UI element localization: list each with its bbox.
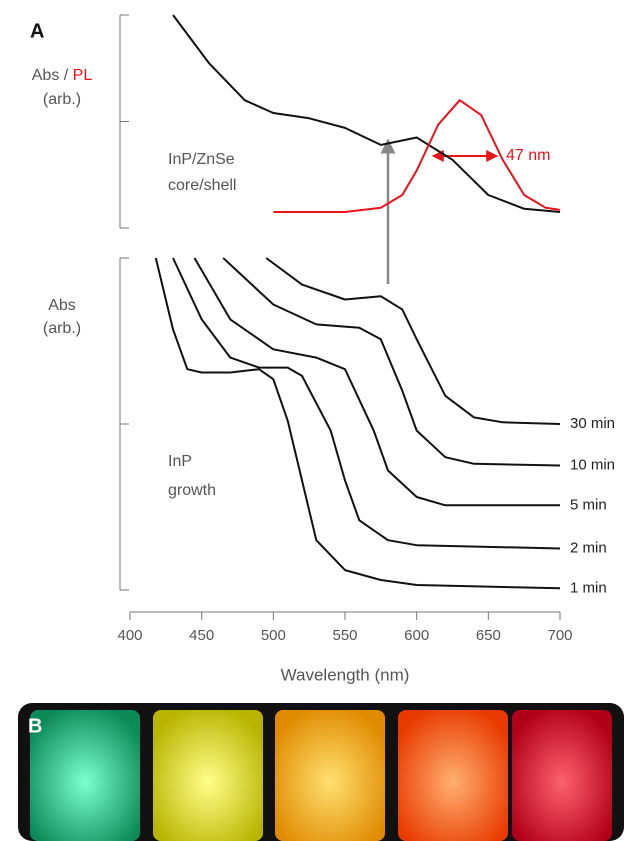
annotation: InP/ZnSe <box>168 151 235 168</box>
panel-label: B <box>28 715 42 737</box>
series-label: 5 min <box>570 496 607 513</box>
series-label: 2 min <box>570 539 607 556</box>
y-label-abs: Abs / <box>32 67 73 84</box>
x-tick-label: 450 <box>189 627 214 644</box>
y-label-pl: PL <box>73 67 93 84</box>
y-axis-unit: (arb.) <box>43 91 81 108</box>
x-tick-label: 400 <box>117 627 142 644</box>
y-axis-unit: (arb.) <box>43 320 81 337</box>
curve <box>172 14 561 213</box>
curve <box>193 257 560 507</box>
y-axis-label: Abs / PL <box>32 67 93 84</box>
x-tick-label: 650 <box>476 627 501 644</box>
curve <box>172 257 561 550</box>
curve <box>265 257 561 425</box>
x-tick-label: 700 <box>547 627 572 644</box>
series-label: 30 min <box>570 415 615 432</box>
x-tick-label: 550 <box>332 627 357 644</box>
series-label: 10 min <box>570 456 615 473</box>
curve <box>222 257 561 467</box>
curve <box>273 99 561 213</box>
curve <box>154 257 561 590</box>
panel-label: A <box>30 20 44 42</box>
fwhm-label: 47 nm <box>506 147 550 164</box>
annotation: core/shell <box>168 177 236 194</box>
photo <box>18 703 624 841</box>
annotation: InP <box>168 453 192 470</box>
y-axis-label: Abs <box>48 297 76 314</box>
x-tick-label: 600 <box>404 627 429 644</box>
annotation: growth <box>168 482 216 499</box>
x-tick-label: 500 <box>261 627 286 644</box>
x-axis-label: Wavelength (nm) <box>281 665 410 684</box>
series-label: 1 min <box>570 579 607 596</box>
